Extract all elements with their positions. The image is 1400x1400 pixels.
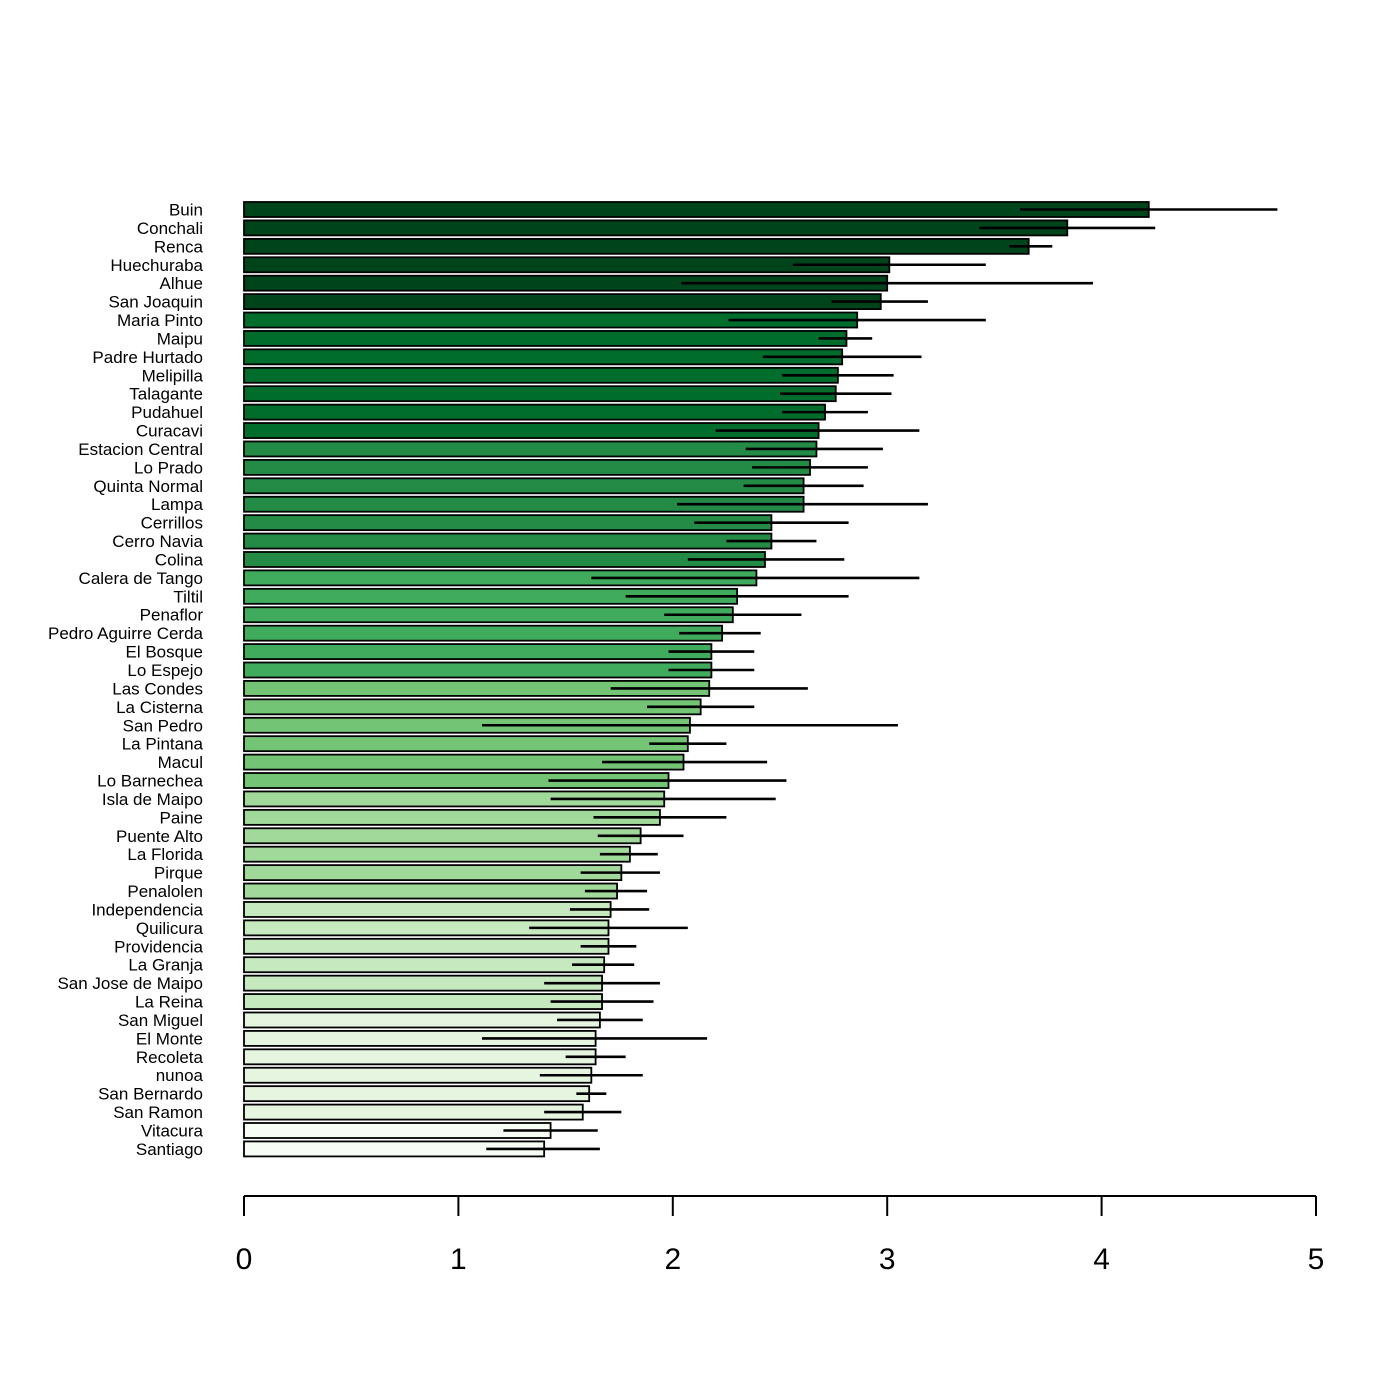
category-label-pirque: Pirque: [154, 864, 203, 883]
category-label-el-monte: El Monte: [136, 1029, 203, 1048]
category-label-curacavi: Curacavi: [136, 422, 203, 441]
category-label-san-joaquin: San Joaquin: [108, 293, 203, 312]
bar-melipilla: [243, 366, 839, 384]
category-label-la-cisterna: La Cisterna: [116, 698, 203, 717]
category-label-quinta-normal: Quinta Normal: [93, 477, 203, 496]
bar-penalolen: [243, 882, 618, 900]
bar-colina: [243, 551, 766, 568]
category-label-macul: Macul: [158, 753, 203, 772]
x-tick-label-2: 2: [664, 1243, 681, 1276]
bar-renca: [243, 237, 1030, 255]
category-label-la-pintana: La Pintana: [122, 735, 204, 754]
category-label-padre-hurtado: Padre Hurtado: [92, 348, 203, 367]
category-label-tiltil: Tiltil: [173, 587, 203, 606]
category-label-las-condes: Las Condes: [112, 679, 203, 698]
bar-la-reina: [243, 993, 603, 1010]
bar-lo-prado: [243, 458, 811, 476]
x-tick-label-3: 3: [879, 1243, 896, 1276]
bar-puente-alto: [243, 827, 642, 845]
bar-conchali: [243, 219, 1069, 237]
bars-layer: [243, 201, 1150, 1158]
x-tick-label-5: 5: [1308, 1243, 1325, 1276]
bar-recoleta: [243, 1048, 597, 1066]
category-label-providencia: Providencia: [114, 937, 203, 956]
category-label-nunoa: nunoa: [156, 1066, 204, 1085]
bar-padre-hurtado: [243, 348, 844, 366]
bar-san-joaquin: [243, 293, 882, 311]
bar-huechuraba: [243, 256, 891, 274]
bar-independencia: [243, 901, 612, 918]
category-label-alhue: Alhue: [160, 274, 203, 293]
bar-cerrillos: [243, 514, 773, 532]
category-label-la-florida: La Florida: [127, 845, 203, 864]
bar-pedro-aguirre-cerda: [243, 624, 724, 642]
category-label-el-bosque: El Bosque: [126, 643, 204, 662]
category-label-quilicura: Quilicura: [136, 919, 204, 938]
category-label-buin: Buin: [169, 201, 203, 220]
bar-nunoa: [243, 1066, 593, 1084]
x-tick-label-0: 0: [236, 1243, 253, 1276]
category-label-maipu: Maipu: [157, 329, 203, 348]
category-label-isla-de-maipo: Isla de Maipo: [102, 790, 203, 809]
category-label-san-miguel: San Miguel: [118, 1011, 203, 1030]
category-label-la-granja: La Granja: [128, 956, 203, 975]
bar-san-ramon: [243, 1103, 584, 1121]
bar-lo-espejo: [243, 661, 713, 679]
category-label-renca: Renca: [154, 237, 204, 256]
category-label-huechuraba: Huechuraba: [110, 256, 203, 275]
bar-san-bernardo: [243, 1085, 591, 1103]
category-label-san-pedro: San Pedro: [123, 716, 203, 735]
category-label-penaflor: Penaflor: [140, 606, 204, 625]
bar-providencia: [243, 937, 610, 955]
category-label-pudahuel: Pudahuel: [131, 403, 203, 422]
category-label-conchali: Conchali: [137, 219, 203, 238]
bar-quinta-normal: [243, 477, 805, 495]
category-label-san-bernardo: San Bernardo: [98, 1085, 203, 1104]
bar-pudahuel: [243, 403, 826, 421]
category-label-lo-prado: Lo Prado: [134, 458, 203, 477]
category-label-vitacura: Vitacura: [141, 1122, 204, 1141]
category-label-recoleta: Recoleta: [136, 1048, 204, 1067]
category-label-lampa: Lampa: [151, 495, 204, 514]
bar-la-granja: [243, 956, 606, 974]
x-tick-label-1: 1: [450, 1243, 467, 1276]
x-axis: 0 1 2 3 4 5: [236, 1195, 1325, 1276]
category-label-maria-pinto: Maria Pinto: [117, 311, 203, 330]
error-bars-layer: [481, 208, 1278, 1151]
bar-el-bosque: [243, 643, 713, 660]
category-label-calera-de-tango: Calera de Tango: [79, 569, 203, 588]
bar-cerro-navia: [243, 532, 773, 550]
bar-maipu: [243, 330, 848, 347]
category-label-talagante: Talagante: [129, 385, 203, 404]
x-tick-label-4: 4: [1093, 1243, 1110, 1276]
bar-la-pintana: [243, 735, 689, 753]
category-label-la-reina: La Reina: [135, 993, 204, 1012]
bar-san-miguel: [243, 1011, 601, 1029]
category-label-san-jose-de-maipo: San Jose de Maipo: [57, 974, 203, 993]
category-label-lo-espejo: Lo Espejo: [127, 661, 203, 680]
category-label-puente-alto: Puente Alto: [116, 827, 203, 846]
bar-estacion-central: [243, 440, 818, 458]
bar-la-cisterna: [243, 698, 702, 716]
category-label-cerro-navia: Cerro Navia: [112, 532, 203, 551]
category-label-penalolen: Penalolen: [127, 882, 203, 901]
category-label-lo-barnechea: Lo Barnechea: [97, 772, 203, 791]
category-label-santiago: Santiago: [136, 1140, 203, 1159]
bar-la-florida: [243, 845, 631, 863]
category-label-paine: Paine: [160, 808, 203, 827]
category-label-estacion-central: Estacion Central: [78, 440, 203, 459]
category-label-pedro-aguirre-cerda: Pedro Aguirre Cerda: [48, 624, 204, 643]
category-label-cerrillos: Cerrillos: [141, 514, 203, 533]
bar-buin: [243, 201, 1150, 218]
bar-pirque: [243, 864, 623, 882]
bar-penaflor: [243, 606, 734, 624]
category-label-melipilla: Melipilla: [142, 366, 204, 385]
category-label-colina: Colina: [155, 550, 204, 569]
bar-talagante: [243, 385, 837, 403]
category-label-independencia: Independencia: [91, 900, 203, 919]
category-label-san-ramon: San Ramon: [113, 1103, 203, 1122]
